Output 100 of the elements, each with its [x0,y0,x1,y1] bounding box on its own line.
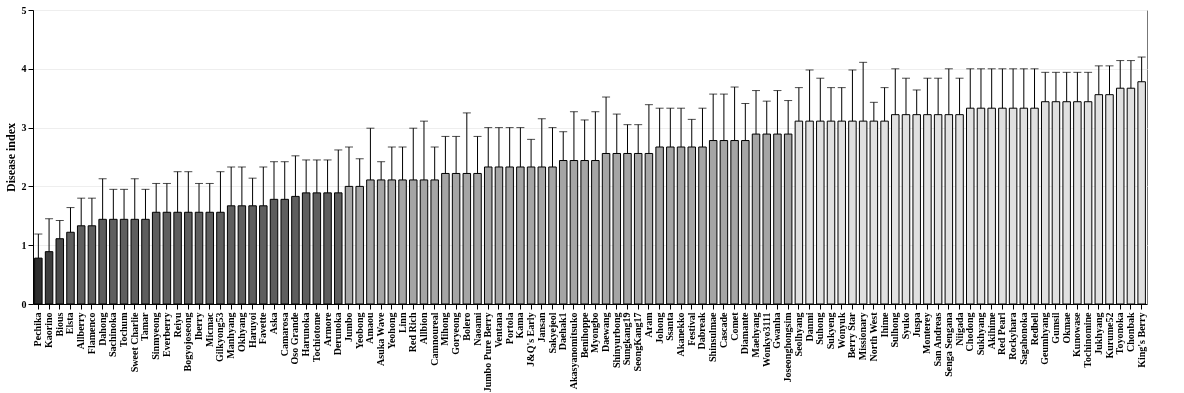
x-tick-label: Sagahonoka [1017,312,1029,365]
x-tick-label: Cascade [717,311,729,349]
x-tick-label: Sachinoka [107,312,119,357]
x-tick-label: Bogyojoseong [182,312,194,372]
x-tick-label: Goryeong [450,312,462,355]
x-tick-label: Johong [653,312,665,344]
x-tick-label: Akanekko [675,312,687,357]
x-tick-label: Amaou [364,312,376,344]
x-tick-label: Akasyanomitsuko [567,312,579,390]
x-tick-label: Jukhyang [1092,312,1104,355]
x-tick-label: Gilkyong53 [214,312,226,362]
x-tick-label: Everberry [160,312,172,357]
x-tick-label: Benihoppe [578,311,590,359]
x-tick-label: Mihong [439,312,451,346]
x-tick-label: Sukhyang [974,312,986,356]
x-tick-label: Niigada [953,312,965,346]
x-tick-label: Asuka Wave [375,311,387,366]
x-tick-label: Armore [321,311,333,347]
x-tick-label: Wonkyo3111 [760,312,772,367]
x-tick-label: Monterey [921,312,933,354]
x-tick-label: Comet [728,311,740,341]
x-tick-label: Yeohong [385,312,397,350]
x-tick-label: Jumbo [342,312,354,342]
x-tick-label: Manhyang [225,312,237,359]
x-tick-label: Aska [268,312,280,335]
x-tick-label: Ihime [878,311,890,338]
x-tick-label: Daehak1 [557,312,569,351]
x-tick-label: Favette [257,311,269,345]
x-tick-label: Derunoka [332,312,344,356]
x-tick-label: Rockyhara [1007,312,1019,360]
x-tick-label: Iberry [193,312,205,341]
y-tick-label: 2 [21,180,27,192]
x-tick-label: Redbell [1028,312,1040,346]
x-tick-label: Seolhyang [792,312,804,357]
x-tick-label: Haruyoi [246,312,258,349]
x-tick-label: Micmac [203,311,215,347]
x-tick-label: Flamenco [85,312,97,355]
x-tick-label: Kama [514,312,526,339]
x-tick-label: Bolero [460,312,472,341]
x-tick-label: Tochum [118,311,130,348]
x-tick-label: Ssanta [664,312,676,341]
x-tick-label: Camarosa [278,312,290,357]
x-tick-label: Daewang [600,312,612,352]
x-tick-label: Toyonoka [1114,312,1126,355]
x-tick-label: Jumbo Pure Berry [482,312,494,393]
x-tick-label: Okhyang [235,312,247,352]
x-tick-label: Elsta [64,312,76,335]
x-tick-label: Linn [396,312,408,334]
x-tick-label: Ventana [492,312,504,348]
x-tick-label: Gwanha [771,312,783,349]
x-tick-label: Jansan [535,312,547,343]
x-tick-label: Myongbo [589,312,601,354]
x-tick-label: Gumsil [1049,312,1061,344]
x-tick-label: Tochinomine [1082,311,1094,368]
x-tick-label: Danmi [803,312,815,342]
x-tick-label: Missionary [857,312,869,361]
x-tick-label: Sinmyeong [150,312,162,360]
x-tick-label: San Andreas [932,312,944,367]
x-tick-label: Juspa [910,312,922,338]
x-tick-label: Shinsulmae [707,311,719,362]
x-tick-label: Berry Star [846,311,858,359]
y-tick-label: 5 [21,4,27,16]
x-tick-label: Wonyuk [835,312,847,349]
x-tick-label: Naoami [471,312,483,346]
x-tick-label: Harunoka [300,312,312,357]
x-tick-label: Akihime [985,311,997,350]
x-tick-label: Kunowase [1071,311,1083,357]
x-tick-label: Okmae [1060,311,1072,344]
x-tick-label: North West [867,311,879,362]
y-tick-label: 1 [21,239,27,251]
x-tick-label: Suhong [814,312,826,345]
x-tick-label: Sungkang19 [621,312,633,366]
x-tick-label: J&Q's Early [525,312,537,367]
x-tick-label: Syuko [899,312,911,340]
x-tick-label: Oso Grande [289,311,301,365]
x-tick-label: Allbion [417,312,429,345]
x-tick-label: Sakyejeol [546,312,558,354]
x-tick-label: Kurume52 [1103,312,1115,359]
x-tick-label: Reiyu [171,312,183,338]
x-tick-label: Tamar [139,311,151,342]
x-tick-label: SeongKang17 [632,312,644,372]
x-tick-label: Allberry [75,312,87,350]
x-tick-label: Sweet Charlie [128,311,140,373]
y-tick-label: 3 [21,122,27,134]
x-tick-label: Shinyurbong [610,312,622,369]
x-tick-label: Kaorino [43,312,55,349]
y-tick-label: 4 [21,63,27,75]
x-tick-label: Dahong [96,312,108,346]
x-tick-label: Diamante [739,311,751,355]
x-tick-label: Geumhyang [1039,312,1051,365]
x-tick-label: Red Pearl [996,312,1008,355]
x-tick-label: Dabreak [696,312,708,350]
x-tick-label: Festival [685,312,697,346]
x-tick-label: Tochiotome [310,311,322,363]
x-tick-label: Portola [503,312,515,345]
x-tick-label: Senga Sengana [942,312,954,377]
x-tick-label: Maehyang [750,312,762,358]
y-axis-title: Disease index [3,123,18,192]
x-tick-label: Camnoureal [428,312,440,366]
x-tick-label: Pechika [32,312,44,347]
